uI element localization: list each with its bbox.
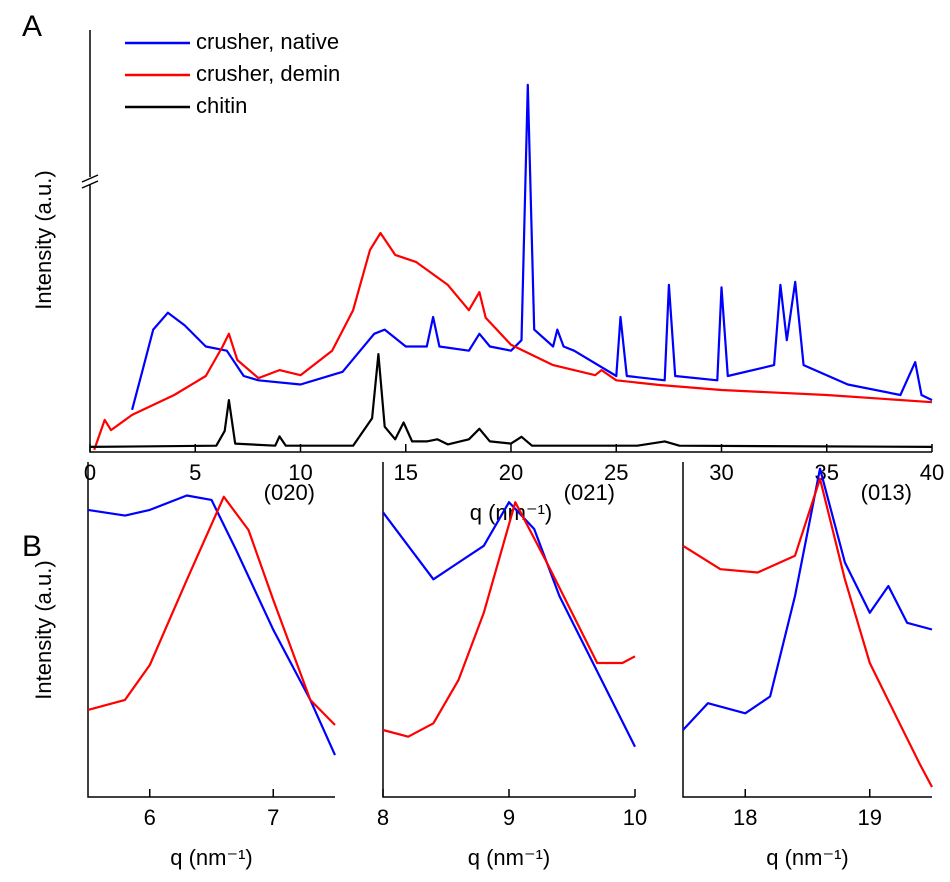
x-tick-label: 25 <box>604 460 628 485</box>
panel-label: B <box>22 530 42 563</box>
x-tick-label: 0 <box>84 460 96 485</box>
annotation: (020) <box>264 480 315 505</box>
data-line <box>682 467 933 731</box>
x-tick-label: 9 <box>503 805 515 830</box>
y-axis-label: Intensity (a.u.) <box>31 560 56 699</box>
x-tick-label: 10 <box>623 805 647 830</box>
x-tick-label: 18 <box>733 805 757 830</box>
x-tick-label: 30 <box>709 460 733 485</box>
x-axis-label: q (nm⁻¹) <box>170 845 253 870</box>
y-axis-label: Intensity (a.u.) <box>31 170 56 309</box>
data-line <box>87 495 336 726</box>
axes <box>682 462 932 798</box>
x-tick-label: 7 <box>267 805 279 830</box>
x-tick-label: 6 <box>144 805 156 830</box>
annotation: (013) <box>861 480 912 505</box>
axes <box>87 462 335 798</box>
x-axis-label: q (nm⁻¹) <box>766 845 849 870</box>
x-tick-label: 19 <box>858 805 882 830</box>
legend-label: crusher, demin <box>196 61 340 86</box>
x-tick-label: 15 <box>394 460 418 485</box>
data-line <box>93 231 933 451</box>
x-axis-label: q (nm⁻¹) <box>468 845 551 870</box>
legend-label: chitin <box>196 93 247 118</box>
x-tick-label: 10 <box>288 460 312 485</box>
x-tick-label: 5 <box>189 460 201 485</box>
x-tick-label: 40 <box>920 460 944 485</box>
data-line <box>682 477 933 788</box>
x-tick-label: 20 <box>499 460 523 485</box>
data-line <box>89 353 933 448</box>
annotation: (021) <box>564 480 615 505</box>
x-tick-label: 8 <box>377 805 389 830</box>
data-line <box>87 494 337 756</box>
data-line <box>382 501 636 738</box>
legend-label: crusher, native <box>196 29 339 54</box>
panel-label: A <box>22 10 42 43</box>
data-line <box>131 83 933 411</box>
data-line <box>382 501 636 748</box>
axis-break <box>81 174 99 189</box>
